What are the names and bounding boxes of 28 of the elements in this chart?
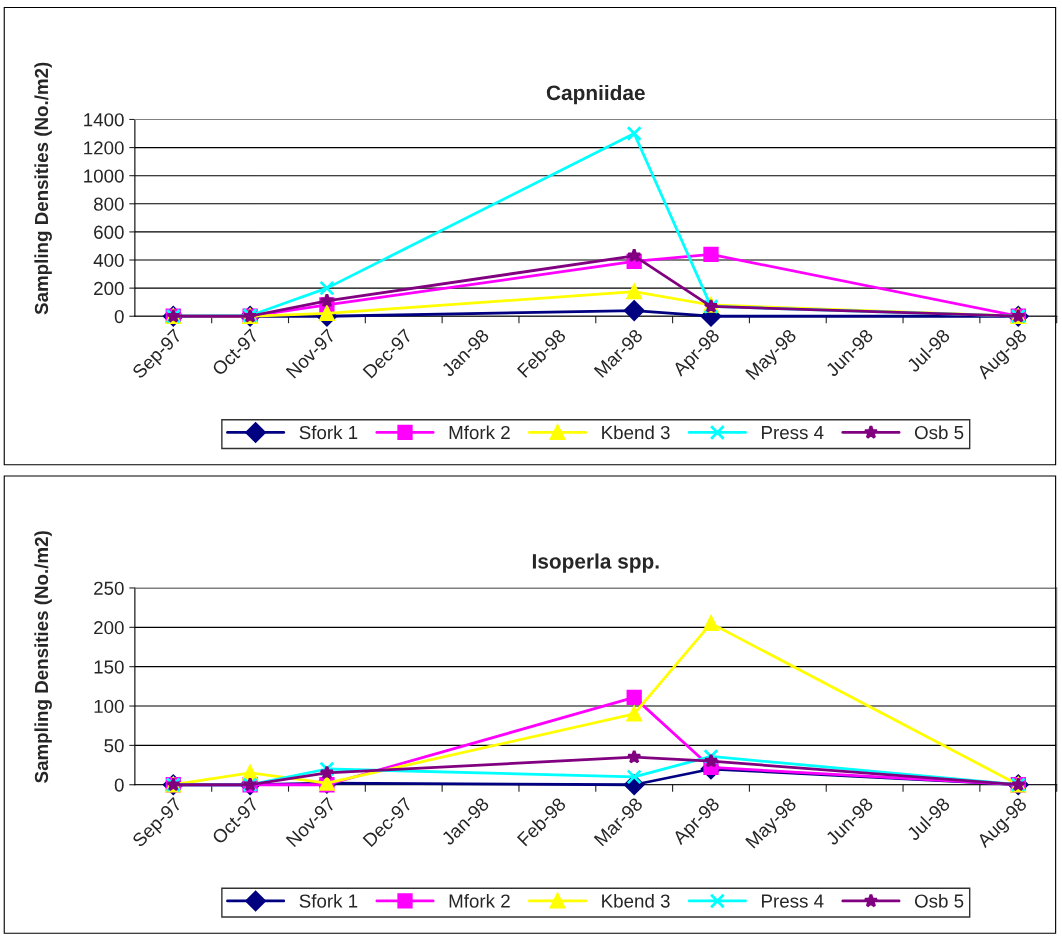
legend-label: Mfork 2 xyxy=(449,425,510,440)
legend-label: Press 4 xyxy=(762,426,824,440)
y-tick-label: 250 xyxy=(94,581,124,595)
chart-title: Isoperla spp. xyxy=(532,553,659,573)
y-tick-label: 400 xyxy=(93,253,124,267)
y-tick-label: 50 xyxy=(104,739,124,753)
legend-label: Kbend 3 xyxy=(602,893,670,908)
legend-label: Osb 5 xyxy=(914,425,964,440)
legend-label: Kbend 3 xyxy=(602,425,670,440)
y-tick-label: 0 xyxy=(114,778,124,792)
legend-label: Sfork 1 xyxy=(299,893,358,908)
chart-title: Capniidae xyxy=(546,84,645,105)
legend-label: Osb 5 xyxy=(914,893,964,908)
y-axis-title: Sampling Densities (No./m2) xyxy=(34,531,52,783)
y-tick-label: 200 xyxy=(94,281,124,296)
legend-label: Sfork 1 xyxy=(299,425,358,440)
y-tick-label: 1400 xyxy=(84,113,124,127)
y-tick-label: 1200 xyxy=(84,141,124,155)
y-tick-label: 600 xyxy=(94,225,124,239)
legend-label: Press 4 xyxy=(762,894,824,908)
y-tick-label: 100 xyxy=(94,699,124,714)
y-tick-label: 1000 xyxy=(84,169,124,183)
y-tick-label: 800 xyxy=(93,197,124,211)
y-axis-title: Sampling Densities (No./m2) xyxy=(34,62,52,315)
y-tick-label: 150 xyxy=(94,660,124,674)
legend-label: Mfork 2 xyxy=(449,893,510,908)
y-tick-label: 200 xyxy=(94,621,124,635)
y-tick-label: 0 xyxy=(114,309,124,324)
